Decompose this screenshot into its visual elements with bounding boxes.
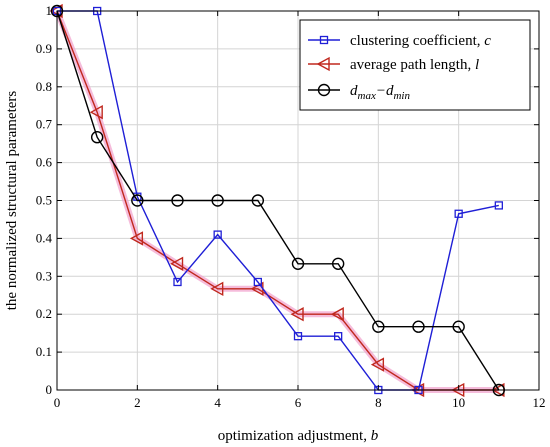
data-point — [454, 209, 463, 218]
series-line — [56, 10, 500, 391]
x-axis-label-text: optimization adjustment, — [218, 428, 371, 444]
y-tick-label: 0.4 — [36, 230, 53, 245]
y-tick-label: 0.8 — [36, 79, 52, 94]
data-point — [370, 357, 385, 372]
y-tick-label: 1 — [46, 3, 53, 18]
data-point — [89, 105, 103, 120]
data-point — [290, 307, 304, 322]
legend-entry-2: average path length, l — [308, 56, 479, 73]
data-point — [129, 231, 144, 246]
legend-entry-1: clustering coefficient, c — [308, 33, 491, 49]
x-tick-label: 10 — [452, 395, 465, 410]
data-point — [293, 332, 303, 341]
y-tick-label: 0.5 — [36, 193, 52, 208]
legend-entry-3: dmax−dmin — [308, 83, 410, 102]
x-tick-label: 2 — [134, 395, 141, 410]
legend-label-sub: min — [393, 90, 410, 102]
data-point — [213, 230, 222, 239]
axis-ticks: 0 2 4 6 8 10 12 0 0.1 0.2 0.3 0.4 0.5 0.6 0.7 0.8 0.9 1 — [36, 3, 546, 410]
data-point — [331, 257, 345, 270]
legend-label-var: c — [484, 33, 491, 49]
x-tick-label: 6 — [295, 395, 302, 410]
legend-label-mid: −d — [376, 83, 394, 99]
y-tick-label: 0.6 — [36, 155, 53, 170]
y-tick-label: 0.7 — [36, 117, 53, 132]
y-tick-label: 0 — [46, 382, 53, 397]
data-point — [291, 257, 305, 270]
legend-label-text: clustering coefficient, — [350, 33, 484, 49]
data-point — [334, 332, 343, 341]
data-point — [210, 281, 224, 296]
data-point — [330, 307, 344, 322]
x-tick-label: 12 — [533, 395, 546, 410]
data-point — [90, 131, 104, 144]
data-point — [372, 320, 385, 333]
legend-marker — [319, 35, 329, 45]
legend-label: clustering coefficient, c — [350, 33, 491, 49]
x-axis-label-var: b — [371, 428, 379, 444]
legend-label-text: d — [350, 83, 358, 99]
data-point — [171, 194, 184, 207]
data-point — [170, 256, 184, 271]
x-tick-label: 8 — [375, 395, 382, 410]
series-line — [57, 10, 499, 391]
y-tick-label: 0.1 — [36, 344, 52, 359]
legend-label-sub: max — [358, 90, 376, 102]
y-tick-label: 0.9 — [36, 41, 52, 56]
data-point — [211, 194, 224, 207]
data-point — [412, 320, 425, 333]
x-tick-label: 0 — [54, 395, 61, 410]
y-tick-label: 0.3 — [36, 268, 52, 283]
y-axis-label: the normalized structural parameters — [4, 91, 20, 311]
legend-label: dmax−dmin — [350, 83, 410, 102]
legend-box — [299, 19, 531, 111]
data-point — [494, 201, 503, 210]
data-point — [452, 320, 465, 333]
legend: clustering coefficient, c average path le… — [299, 19, 531, 111]
data-point — [131, 194, 144, 207]
legend-label-text: average path length, — [350, 57, 475, 73]
legend-marker — [316, 56, 330, 72]
legend-label: average path length, l — [350, 57, 479, 73]
data-point — [173, 277, 182, 287]
y-tick-label: 0.2 — [36, 306, 52, 321]
data-point — [253, 277, 262, 287]
legend-label-var: l — [475, 57, 479, 73]
x-axis-label: optimization adjustment, b — [218, 428, 379, 444]
data-point — [251, 194, 265, 207]
x-tick-label: 4 — [214, 395, 221, 410]
legend-marker — [317, 83, 331, 97]
